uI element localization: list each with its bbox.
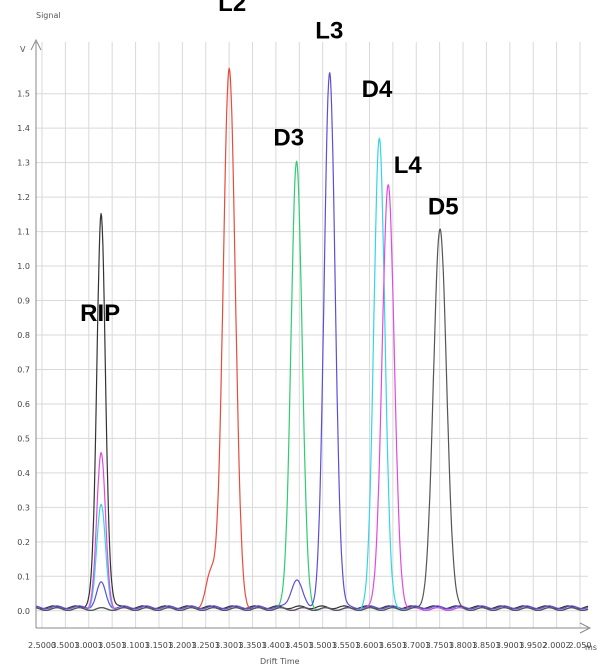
axes: Signal V Drift Time ms — [20, 11, 597, 666]
signal-traces — [35, 67, 589, 611]
x-tick-labels: 2.50003.50013.00013.05013.10013.15013.20… — [28, 641, 591, 650]
x-tick-label: 3.4501 — [285, 641, 313, 650]
y-tick-label: 0.9 — [17, 297, 30, 306]
x-tick-label: 3.4001 — [262, 641, 290, 650]
trace-rip — [35, 213, 589, 610]
y-axis-title: Signal — [36, 11, 61, 20]
x-tick-label: 3.5001 — [51, 641, 79, 650]
x-tick-label: 3.9502 — [519, 641, 547, 650]
y-tick-label: 0.7 — [17, 365, 30, 374]
trace-l4 — [35, 184, 589, 611]
y-tick-label: 1.0 — [17, 262, 30, 271]
x-tick-label: 3.8001 — [449, 641, 477, 650]
x-tick-label: 3.6001 — [355, 641, 383, 650]
trace-l3 — [35, 72, 589, 610]
y-tick-label: 0.4 — [17, 469, 30, 478]
x-tick-label: 3.6501 — [379, 641, 407, 650]
x-tick-label: 3.7001 — [402, 641, 430, 650]
peak-label-l2: L2 — [218, 0, 246, 17]
x-tick-label: 3.2501 — [192, 641, 220, 650]
x-tick-label: 3.2001 — [168, 641, 196, 650]
y-tick-label: 1.5 — [17, 90, 30, 99]
x-axis-title: Drift Time — [260, 657, 300, 666]
y-tick-label: 0.1 — [17, 572, 30, 581]
peak-label-l3: L3 — [315, 18, 343, 45]
x-tick-label: 3.9001 — [496, 641, 524, 650]
x-tick-label: 3.0001 — [75, 641, 103, 650]
y-axis-arrow — [30, 38, 42, 51]
y-tick-label: 1.3 — [17, 159, 30, 168]
x-tick-label: 3.5501 — [332, 641, 360, 650]
trace-d4 — [35, 137, 589, 611]
peak-label-d3: D3 — [273, 124, 304, 151]
x-axis-arrow — [579, 622, 592, 634]
x-tick-label: 3.1501 — [145, 641, 173, 650]
x-tick-label: 3.5001 — [309, 641, 337, 650]
y-tick-label: 0.6 — [17, 400, 30, 409]
y-tick-label: 1.2 — [17, 193, 30, 202]
y-tick-label: 0.0 — [17, 607, 30, 616]
peak-label-d4: D4 — [362, 76, 393, 103]
x-tick-label: 2.0002 — [543, 641, 571, 650]
y-tick-label: 0.2 — [17, 538, 30, 547]
peak-label-d5: D5 — [428, 193, 459, 220]
y-tick-label: 0.5 — [17, 434, 30, 443]
y-tick-label: 1.4 — [17, 124, 30, 133]
x-tick-label: 3.8501 — [472, 641, 500, 650]
x-tick-label: 2.5000 — [28, 641, 56, 650]
x-axis-unit: ms — [585, 643, 597, 652]
trace-l2 — [35, 67, 589, 611]
peak-label-l4: L4 — [394, 152, 423, 179]
x-tick-label: 3.7501 — [426, 641, 454, 650]
x-tick-label: 3.1001 — [122, 641, 150, 650]
trace-d5 — [35, 228, 589, 611]
y-tick-label: 0.8 — [17, 331, 30, 340]
peak-label-rip: RIP — [80, 300, 120, 327]
trace-d3 — [35, 160, 589, 611]
grid-lines — [36, 42, 588, 628]
y-tick-label: 1.1 — [17, 228, 30, 237]
x-tick-label: 2.050 — [569, 641, 592, 650]
x-tick-label: 3.0501 — [98, 641, 126, 650]
y-tick-labels: 0.0 0.1 0.2 0.3 0.4 0.5 0.6 0.7 0.8 0.9 1.0 1.1 1.2 1… — [17, 90, 30, 616]
x-tick-label: 3.3501 — [239, 641, 267, 650]
y-axis-unit: V — [20, 45, 26, 54]
x-tick-label: 3.3001 — [215, 641, 243, 650]
y-tick-label: 0.3 — [17, 503, 30, 512]
